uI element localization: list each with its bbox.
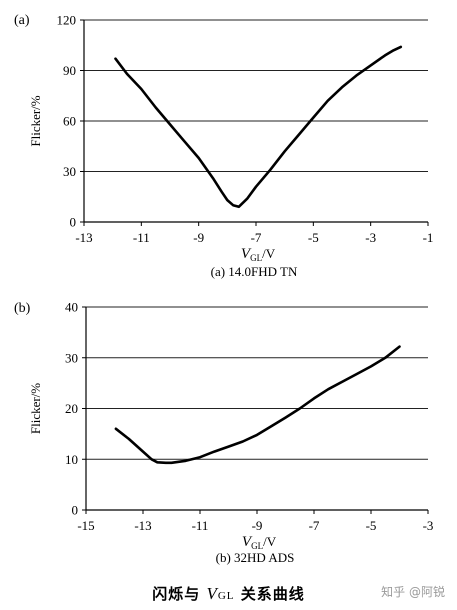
y-tick-label: 0 [70,215,77,230]
y-tick-label: 30 [65,350,78,365]
chart-panel-1: 0 30 60 90 120 -13 -11 -9 -7 -5 -3 -1 Flicker/% VGL/V… [14,13,433,280]
watermark: 知乎 @阿锐 [381,585,445,599]
x-tick-label: -7 [251,230,262,245]
chart-panel-2: 0 10 20 30 40 -15 -13 -11 -9 -7 -5 -3 Flicker/% VGL/V… [14,300,433,566]
x-tick-label: -15 [77,518,94,533]
figure-title: 闪烁与 VGL 关系曲线 [0,583,457,604]
y-tick-label: 90 [63,63,76,78]
x-axis-title: VGL/V [242,534,277,551]
series-line-1 [114,45,403,209]
x-tick-label: -9 [252,518,263,533]
x-tick-label: -5 [308,230,319,245]
panel-caption: (a) 14.0FHD TN [211,264,298,279]
y-tick-label: 60 [63,114,76,129]
panel-label: (a) [14,13,30,28]
x-axis-title: VGL/V [241,246,276,263]
x-tick-label: -11 [192,518,209,533]
x-tick-label: -5 [366,518,377,533]
y-tick-label: 10 [65,452,78,467]
x-tick-label: -13 [75,230,92,245]
y-axis-title: Flicker/% [28,95,43,146]
figure-title-prefix: 闪烁与 [152,585,201,603]
x-tick-label: -7 [309,518,320,533]
y-axis-title: Flicker/% [28,383,43,434]
x-tick-label: -3 [365,230,376,245]
figure-title-suffix: 关系曲线 [240,585,305,603]
x-tick-label: -9 [193,230,204,245]
x-tick-label: -13 [134,518,151,533]
x-tick-label: -11 [133,230,150,245]
y-tick-label: 0 [72,503,79,518]
x-tick-label: -1 [423,230,434,245]
y-tick-label: 20 [65,401,78,416]
panel-caption: (b) 32HD ADS [216,550,295,565]
panel-label: (b) [14,301,31,316]
x-tick-label: -3 [423,518,434,533]
series-line-1 [114,345,401,465]
figure-title-v: V [206,584,218,603]
figure-title-sub: GL [217,590,235,602]
y-tick-label: 120 [57,13,77,28]
y-tick-label: 30 [63,164,76,179]
y-tick-label: 40 [65,300,78,315]
